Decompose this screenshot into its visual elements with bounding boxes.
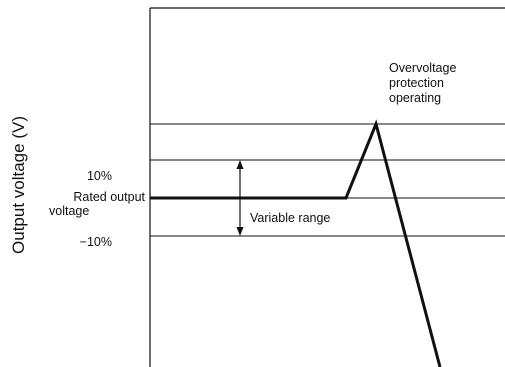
variable-range-arrowhead-down	[236, 227, 244, 236]
output-voltage-curve	[150, 119, 442, 367]
overvoltage-label-line3: operating	[389, 91, 441, 105]
y-axis-label: Output voltage (V)	[9, 116, 28, 254]
overvoltage-label-line2: protection	[389, 76, 444, 90]
rated-output-label-line2: voltage	[49, 204, 89, 218]
variable-range-label: Variable range	[250, 211, 330, 225]
minus-10-percent-label: −10%	[80, 235, 112, 249]
rated-output-label-line1: Rated output	[73, 190, 145, 204]
overvoltage-label-line1: Overvoltage	[389, 61, 456, 75]
plus-10-percent-label: 10%	[87, 169, 112, 183]
variable-range-arrowhead-up	[236, 160, 244, 169]
